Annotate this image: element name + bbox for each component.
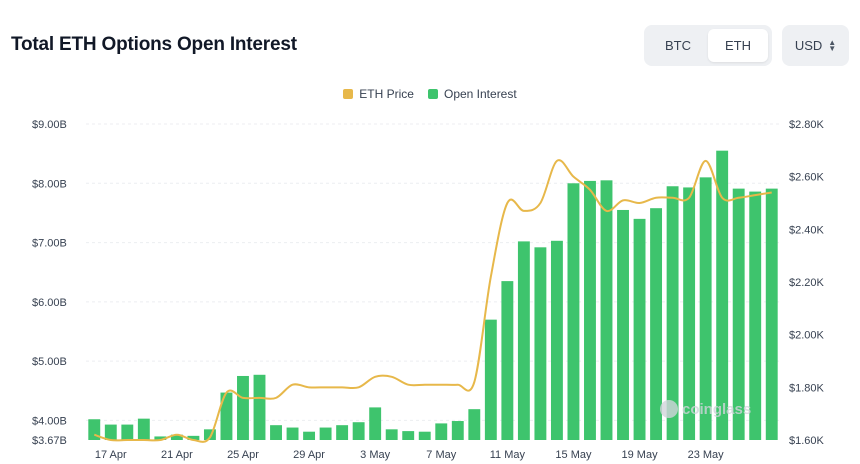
open-interest-bar[interactable]: [765, 188, 778, 440]
x-tick-label: 25 Apr: [227, 449, 259, 461]
open-interest-bar[interactable]: [303, 431, 316, 440]
open-interest-bar[interactable]: [137, 418, 150, 440]
open-interest-bar[interactable]: [220, 392, 233, 440]
open-interest-bar[interactable]: [385, 429, 398, 440]
open-interest-bar[interactable]: [699, 177, 712, 441]
y-right-tick-label: $1.60K: [789, 435, 825, 447]
open-interest-bar[interactable]: [749, 191, 762, 440]
x-tick-label: 19 May: [622, 449, 659, 461]
open-interest-bar[interactable]: [633, 218, 646, 440]
x-tick-label: 23 May: [688, 449, 725, 461]
legend-swatch-open-interest: [427, 89, 438, 99]
y-left-tick-label: $7.00B: [32, 238, 67, 250]
open-interest-bar[interactable]: [286, 427, 299, 440]
chart-legend: ETH Price Open Interest: [0, 87, 860, 101]
open-interest-bar[interactable]: [154, 436, 167, 440]
open-interest-bar[interactable]: [253, 374, 266, 440]
x-tick-label: 7 May: [426, 449, 456, 461]
open-interest-bar[interactable]: [550, 240, 563, 440]
eth-toggle-button[interactable]: ETH: [708, 29, 768, 62]
legend-item-open-interest[interactable]: Open Interest: [427, 87, 517, 101]
open-interest-bar[interactable]: [435, 423, 448, 440]
x-tick-label: 29 Apr: [293, 449, 325, 461]
open-interest-bar[interactable]: [336, 425, 349, 440]
open-interest-bar[interactable]: [617, 209, 629, 440]
chevron-updown-icon: ▲ ▼: [828, 37, 837, 53]
y-left-tick-label: $3.67B: [32, 435, 67, 447]
y-right-tick-label: $2.60K: [789, 172, 825, 184]
open-interest-bar[interactable]: [732, 188, 745, 440]
open-interest-bar[interactable]: [468, 409, 481, 440]
y-right-tick-label: $1.80K: [789, 382, 825, 394]
y-left-tick-label: $4.00B: [32, 415, 67, 427]
coinglass-logo-icon: [660, 400, 678, 418]
legend-item-eth-price[interactable]: ETH Price: [343, 87, 414, 101]
legend-label-open-interest: Open Interest: [443, 87, 517, 101]
open-interest-bar[interactable]: [187, 435, 200, 440]
open-interest-bar[interactable]: [402, 431, 415, 440]
legend-swatch-eth-price: [343, 89, 354, 99]
open-interest-bar[interactable]: [716, 150, 729, 440]
open-interest-bar[interactable]: [352, 422, 365, 440]
open-interest-bar[interactable]: [121, 424, 134, 440]
currency-label: USD: [794, 38, 823, 53]
open-interest-bar[interactable]: [534, 247, 547, 440]
y-left-tick-label: $5.00B: [32, 356, 67, 368]
page-title: Total ETH Options Open Interest: [11, 34, 297, 55]
open-interest-bar[interactable]: [567, 183, 580, 440]
y-right-tick-label: $2.80K: [789, 119, 825, 131]
x-tick-label: 15 May: [555, 449, 592, 461]
y-right-tick-label: $2.40K: [789, 224, 825, 236]
y-right-tick-label: $2.00K: [789, 330, 825, 342]
open-interest-bar[interactable]: [369, 407, 382, 440]
open-interest-bar[interactable]: [451, 421, 464, 440]
open-interest-bar[interactable]: [683, 187, 696, 440]
btc-toggle-button[interactable]: BTC: [665, 38, 691, 53]
open-interest-bar[interactable]: [270, 425, 282, 440]
x-tick-label: 3 May: [360, 449, 390, 461]
open-interest-bar[interactable]: [501, 281, 514, 440]
open-interest-bar[interactable]: [418, 431, 431, 440]
currency-select[interactable]: USD ▲ ▼: [782, 25, 849, 66]
open-interest-bar[interactable]: [584, 180, 596, 440]
watermark: coinglass: [660, 400, 751, 418]
open-interest-bar[interactable]: [104, 424, 117, 440]
eth-price-line[interactable]: [93, 159, 772, 443]
y-left-tick-label: $8.00B: [32, 178, 67, 190]
open-interest-bar[interactable]: [600, 180, 613, 441]
x-tick-label: 17 Apr: [95, 449, 127, 461]
open-interest-bar[interactable]: [484, 319, 497, 440]
open-interest-bar[interactable]: [170, 434, 183, 440]
open-interest-bar[interactable]: [650, 208, 663, 440]
open-interest-bar[interactable]: [666, 186, 679, 440]
open-interest-bar[interactable]: [237, 375, 249, 440]
asset-toggle: BTC ETH: [644, 25, 772, 66]
x-tick-label: 11 May: [490, 449, 526, 461]
open-interest-bar[interactable]: [203, 429, 216, 440]
legend-label-eth-price: ETH Price: [359, 87, 414, 101]
open-interest-bar[interactable]: [88, 419, 101, 440]
x-tick-label: 21 Apr: [161, 449, 193, 461]
y-left-tick-label: $9.00B: [32, 119, 67, 131]
y-right-tick-label: $2.20K: [789, 277, 825, 289]
open-interest-bar[interactable]: [319, 427, 332, 440]
y-left-tick-label: $6.00B: [32, 297, 67, 309]
open-interest-bar[interactable]: [517, 241, 530, 440]
watermark-text: coinglass: [682, 400, 752, 418]
